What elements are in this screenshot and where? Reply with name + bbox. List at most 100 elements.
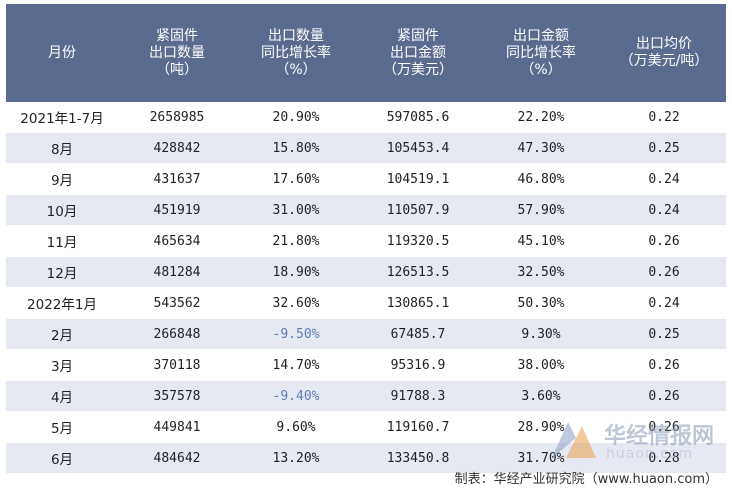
cell-price: 0.26 [602, 380, 726, 412]
table-header: 月份 紧固件 出口数量 （吨） 出口数量 同比增长率 （%） 紧固件 出口金额 （万美元） 出口金额… [6, 4, 726, 102]
cell-qty: 484642 [118, 442, 236, 474]
cell-qty-yoy: 20.90% [236, 102, 356, 133]
column-header-qty-yoy: 出口数量 同比增长率 （%） [236, 4, 356, 102]
cell-price: 0.26 [602, 349, 726, 381]
cell-price: 0.25 [602, 318, 726, 350]
cell-price: 0.26 [602, 225, 726, 257]
cell-qty: 370118 [118, 349, 236, 381]
table-row: 2021年1-7月 2658985 20.90% 597085.6 22.20% 0.22 [6, 102, 726, 133]
cell-month: 2022年1月 [6, 287, 118, 319]
cell-amount: 104519.1 [356, 163, 480, 195]
cell-amount: 110507.9 [356, 194, 480, 226]
cell-amount: 130865.1 [356, 287, 480, 319]
cell-amount: 67485.7 [356, 318, 480, 350]
column-header-line: 出口均价 [636, 36, 692, 52]
table-row: 2月 266848 -9.50% 67485.7 9.30% 0.25 [6, 318, 726, 350]
cell-qty-yoy: 17.60% [236, 163, 356, 195]
cell-amount: 133450.8 [356, 442, 480, 474]
cell-qty-yoy: 13.20% [236, 442, 356, 474]
cell-month: 12月 [6, 256, 118, 288]
cell-amt-yoy: 22.20% [480, 102, 602, 133]
table-row: 11月 465634 21.80% 119320.5 45.10% 0.26 [6, 225, 726, 257]
cell-amt-yoy: 57.90% [480, 194, 602, 226]
cell-qty: 481284 [118, 256, 236, 288]
cell-month: 10月 [6, 194, 118, 226]
cell-qty-yoy: 31.00% [236, 194, 356, 226]
cell-amount: 119160.7 [356, 411, 480, 443]
column-header-amount-yoy: 出口金额 同比增长率 （%） [480, 4, 602, 102]
cell-qty: 266848 [118, 318, 236, 350]
cell-price: 0.22 [602, 102, 726, 133]
cell-month: 2021年1-7月 [6, 102, 118, 133]
cell-qty-yoy: 18.90% [236, 256, 356, 288]
cell-qty-yoy: 9.60% [236, 411, 356, 443]
column-header-line: 出口数量 [268, 27, 324, 44]
cell-amt-yoy: 50.30% [480, 287, 602, 319]
cell-price: 0.28 [602, 442, 726, 474]
column-header-line: 紧固件 [397, 27, 439, 44]
cell-amount: 126513.5 [356, 256, 480, 288]
cell-qty: 465634 [118, 225, 236, 257]
cell-month: 3月 [6, 349, 118, 381]
cell-amount: 91788.3 [356, 380, 480, 412]
cell-qty: 449841 [118, 411, 236, 443]
cell-amt-yoy: 47.30% [480, 132, 602, 164]
table-source-note: 制表：华经产业研究院（www.huaon.com） [454, 472, 718, 487]
cell-qty-yoy: 32.60% [236, 287, 356, 319]
cell-amt-yoy: 32.50% [480, 256, 602, 288]
data-table-container: 月份 紧固件 出口数量 （吨） 出口数量 同比增长率 （%） 紧固件 出口金额 （万美元） 出口金额… [6, 4, 726, 474]
cell-amt-yoy: 3.60% [480, 380, 602, 412]
column-header-line: 出口金额 [513, 27, 569, 44]
table-row: 3月 370118 14.70% 95316.9 38.00% 0.26 [6, 349, 726, 381]
column-header-line: 紧固件 [156, 27, 198, 44]
cell-amount: 597085.6 [356, 102, 480, 133]
column-header-line: 同比增长率 [261, 44, 331, 61]
cell-qty-yoy: -9.40% [236, 380, 356, 412]
cell-price: 0.25 [602, 132, 726, 164]
cell-month: 2月 [6, 318, 118, 350]
cell-month: 8月 [6, 132, 118, 164]
column-header-line: （万美元/吨） [619, 53, 709, 69]
cell-qty-yoy: 15.80% [236, 132, 356, 164]
cell-month: 11月 [6, 225, 118, 257]
cell-qty: 2658985 [118, 102, 236, 133]
table-row: 2022年1月 543562 32.60% 130865.1 50.30% 0.24 [6, 287, 726, 319]
table-row: 5月 449841 9.60% 119160.7 28.90% 0.26 [6, 411, 726, 443]
cell-price: 0.24 [602, 194, 726, 226]
column-header-amount: 紧固件 出口金额 （万美元） [356, 4, 480, 102]
column-header-line: 月份 [48, 44, 76, 61]
table-row: 9月 431637 17.60% 104519.1 46.80% 0.24 [6, 163, 726, 195]
cell-month: 9月 [6, 163, 118, 195]
cell-qty: 451919 [118, 194, 236, 226]
cell-amt-yoy: 46.80% [480, 163, 602, 195]
cell-amt-yoy: 28.90% [480, 411, 602, 443]
column-header-line: （万美元） [383, 61, 453, 78]
cell-month: 4月 [6, 380, 118, 412]
cell-amt-yoy: 9.30% [480, 318, 602, 350]
cell-qty: 543562 [118, 287, 236, 319]
cell-amt-yoy: 45.10% [480, 225, 602, 257]
table-row: 8月 428842 15.80% 105453.4 47.30% 0.25 [6, 132, 726, 164]
column-header-line: 出口数量 [149, 44, 205, 61]
table-body: 2021年1-7月 2658985 20.90% 597085.6 22.20% 0.22… [6, 102, 726, 474]
cell-amount: 119320.5 [356, 225, 480, 257]
cell-qty: 428842 [118, 132, 236, 164]
table-row: 4月 357578 -9.40% 91788.3 3.60% 0.26 [6, 380, 726, 412]
cell-price: 0.26 [602, 256, 726, 288]
cell-amount: 105453.4 [356, 132, 480, 164]
column-header-line: 出口金额 [390, 44, 446, 61]
cell-price: 0.24 [602, 287, 726, 319]
column-header-price: 出口均价 （万美元/吨） [602, 4, 726, 102]
cell-amount: 95316.9 [356, 349, 480, 381]
cell-price: 0.26 [602, 411, 726, 443]
table-row: 10月 451919 31.00% 110507.9 57.90% 0.24 [6, 194, 726, 226]
column-header-line: （%） [275, 61, 317, 78]
column-header-month: 月份 [6, 4, 118, 102]
column-header-qty: 紧固件 出口数量 （吨） [118, 4, 236, 102]
cell-month: 5月 [6, 411, 118, 443]
cell-qty-yoy: 14.70% [236, 349, 356, 381]
cell-price: 0.24 [602, 163, 726, 195]
cell-amt-yoy: 38.00% [480, 349, 602, 381]
column-header-line: （%） [520, 61, 562, 78]
column-header-line: （吨） [156, 61, 198, 78]
